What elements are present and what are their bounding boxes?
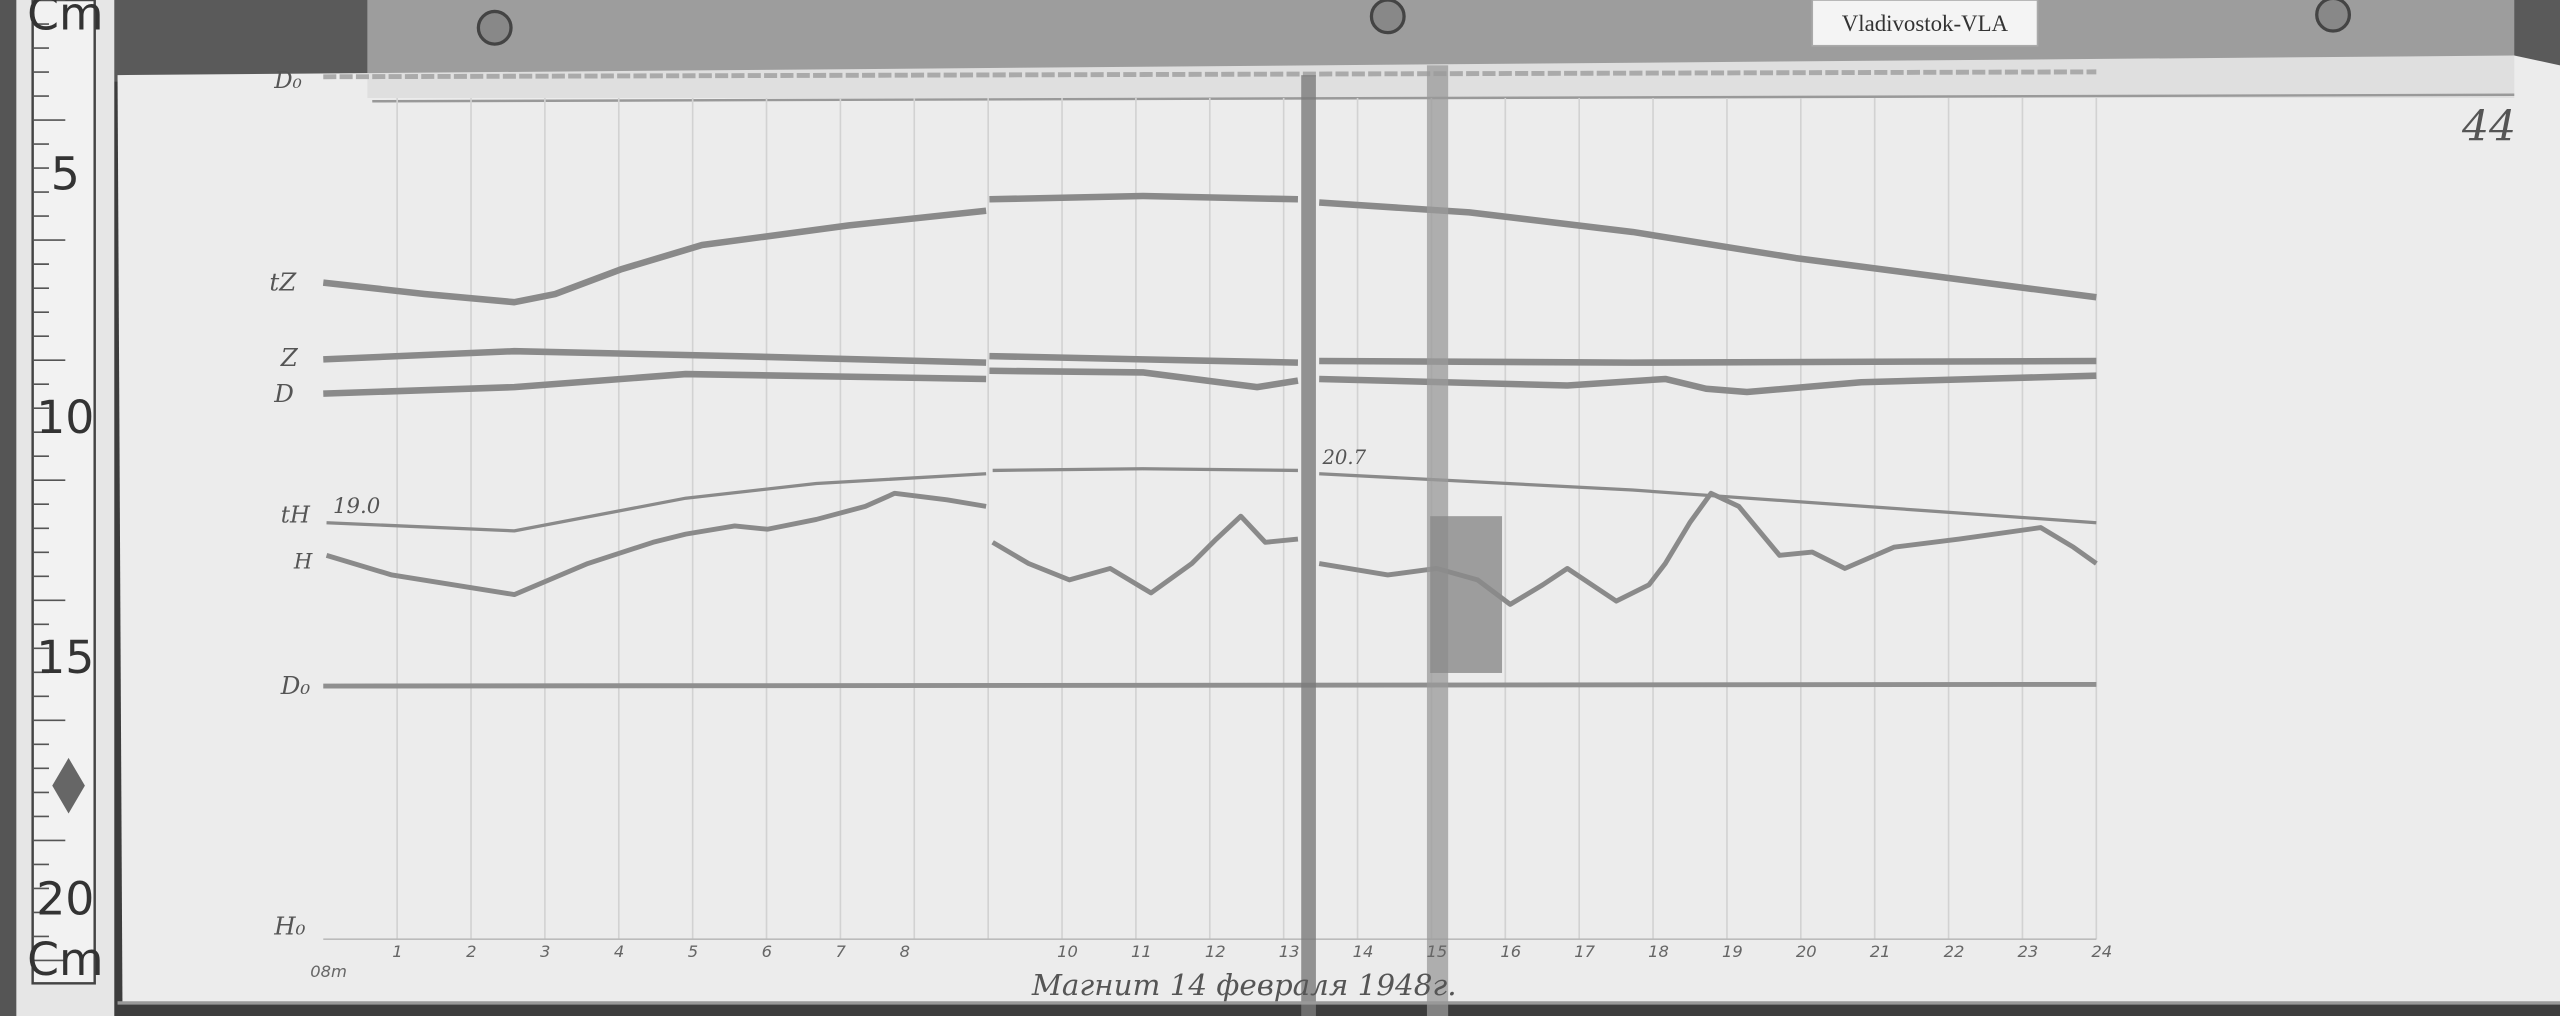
station-label-card bbox=[1811, 0, 2039, 47]
hour-tick-label: 15 bbox=[1427, 942, 1448, 961]
trace-d bbox=[1319, 372, 2097, 396]
hour-tick-label: 14 bbox=[1353, 942, 1374, 961]
hour-tick-label: 22 bbox=[1944, 942, 1965, 961]
screw-icon bbox=[1369, 0, 1406, 35]
hour-tick-label: 17 bbox=[1574, 942, 1595, 961]
caption: Магнит 14 февраля 1948г. bbox=[1031, 968, 1457, 1002]
label-d0-top: D₀ bbox=[273, 68, 301, 94]
trace-z bbox=[1319, 357, 2097, 366]
ruler-unit: Cm bbox=[27, 933, 103, 986]
hour-tick-label: 1 bbox=[392, 942, 402, 961]
hour-tick-labels: 1 2 3 4 5 6 7 8 10 11 12 13 14 15 16 17 18 19 20 21 22 23 24 bbox=[392, 942, 2112, 961]
ruler-scale bbox=[31, 0, 96, 985]
ruler-unit: Cm bbox=[27, 0, 103, 40]
ruler-diamond-marker bbox=[52, 757, 85, 814]
label-tz: tZ bbox=[269, 268, 297, 297]
hour-tick-label: 8 bbox=[900, 942, 910, 961]
hour-tick-label: 12 bbox=[1205, 942, 1226, 961]
vertical-bar-dark bbox=[1301, 75, 1316, 1016]
screw-icon bbox=[2315, 0, 2352, 33]
label-d: D bbox=[273, 379, 294, 408]
screw-icon bbox=[476, 9, 513, 46]
hour-tick-label: 13 bbox=[1279, 942, 1300, 961]
trace-d bbox=[323, 370, 987, 397]
trace-th bbox=[326, 472, 987, 533]
hour-tick-label: 21 bbox=[1870, 942, 1891, 961]
trace-h bbox=[991, 513, 1299, 596]
annotation-th-right: 20.7 bbox=[1321, 446, 1366, 469]
hour-tick-label: 24 bbox=[2091, 942, 2112, 961]
hour-gridlines bbox=[396, 98, 2098, 940]
trace-z bbox=[989, 352, 1299, 366]
trace-tz bbox=[1318, 199, 2097, 301]
label-th: tH bbox=[281, 503, 311, 529]
trace-th bbox=[1319, 472, 2097, 525]
ruler-number: 20 bbox=[36, 873, 94, 926]
ruler-number: 10 bbox=[36, 391, 94, 444]
label-z: Z bbox=[280, 343, 299, 372]
trace-d bbox=[989, 367, 1299, 391]
label-h0-bottom: H₀ bbox=[273, 911, 305, 940]
ruler-dark-edge bbox=[0, 0, 17, 1016]
ruler-ticks bbox=[32, 0, 66, 962]
hour-tick-label: 18 bbox=[1648, 942, 1669, 961]
hour-tick-label: 5 bbox=[688, 942, 698, 961]
hour-tick-label: 3 bbox=[540, 942, 550, 961]
trace-d0-top bbox=[323, 69, 2097, 80]
ruler-number: 15 bbox=[36, 631, 94, 684]
hour-start-label: 08m bbox=[310, 962, 347, 981]
hour-tick-label: 11 bbox=[1131, 942, 1152, 961]
hour-tick-label: 7 bbox=[836, 942, 847, 961]
trace-z bbox=[323, 347, 987, 366]
trace-tz bbox=[322, 207, 987, 306]
hour-tick-label: 10 bbox=[1057, 942, 1078, 961]
trace-d0-baseline bbox=[323, 681, 2097, 689]
label-th-value: 19.0 bbox=[333, 494, 380, 519]
hour-tick-label: 19 bbox=[1722, 942, 1743, 961]
hour-tick-label: 6 bbox=[762, 942, 772, 961]
dark-patch bbox=[1430, 516, 1503, 673]
sheet-number: 44 bbox=[2461, 102, 2516, 151]
trace-tz bbox=[989, 192, 1299, 203]
label-d0-baseline: D₀ bbox=[280, 671, 311, 700]
trace-h bbox=[325, 490, 987, 598]
hour-tick-label: 2 bbox=[466, 942, 476, 961]
trace-th bbox=[992, 467, 1298, 473]
ruler-number: 5 bbox=[51, 147, 80, 200]
hour-tick-label: 16 bbox=[1500, 942, 1521, 961]
hour-tick-label: 4 bbox=[614, 942, 624, 961]
station-label: Vladivostok-VLA bbox=[1842, 11, 2009, 36]
hour-tick-label: 20 bbox=[1796, 942, 1817, 961]
hour-tick-label: 23 bbox=[2018, 942, 2039, 961]
label-h: H bbox=[293, 549, 313, 574]
